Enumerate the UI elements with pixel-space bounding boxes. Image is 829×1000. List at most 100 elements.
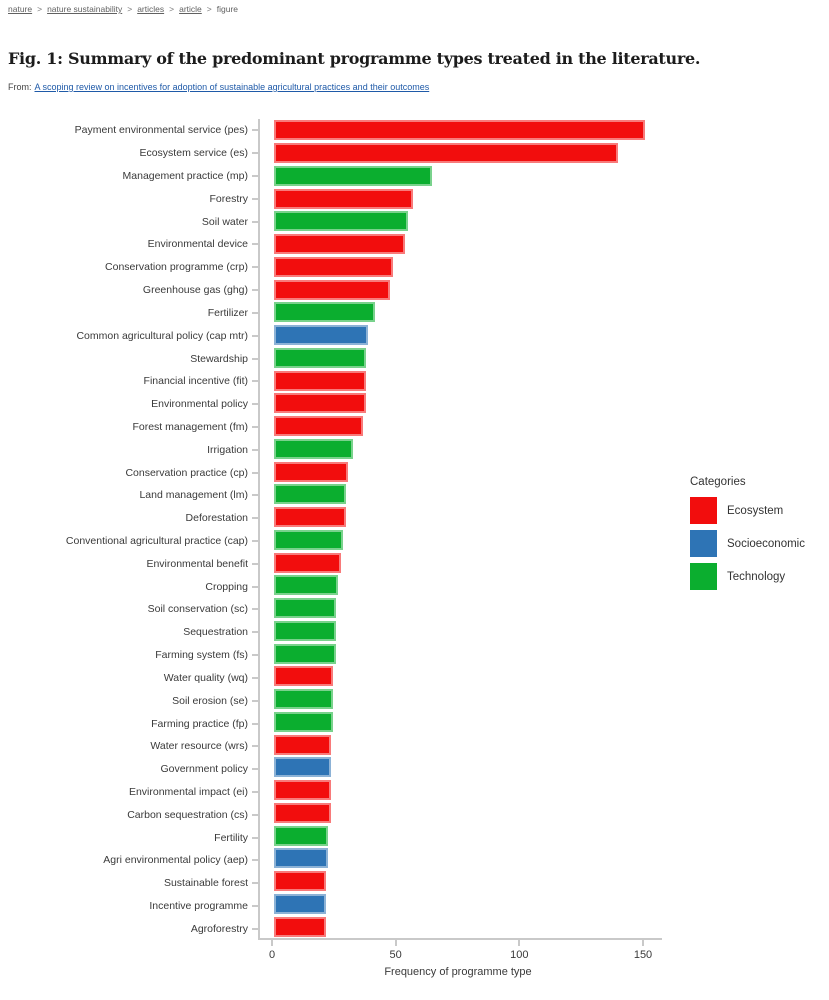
bar-row — [260, 665, 662, 688]
y-axis-label-row: Incentive programme — [0, 895, 258, 918]
breadcrumb-separator: > — [206, 4, 212, 14]
bar-row — [260, 847, 662, 870]
y-axis-tick — [252, 722, 258, 725]
bar-row — [260, 369, 662, 392]
y-axis-label: Carbon sequestration (cs) — [127, 808, 248, 821]
y-axis-label: Forestry — [209, 192, 248, 205]
y-axis-tick — [252, 631, 258, 634]
bar-row — [260, 688, 662, 711]
y-axis-label-row: Conservation practice (cp) — [0, 461, 258, 484]
bar — [274, 438, 354, 459]
y-axis-label: Fertilizer — [207, 306, 248, 319]
y-axis-tick — [252, 334, 258, 337]
breadcrumb-link[interactable]: articles — [137, 4, 165, 14]
y-axis-label-row: Agroforestry — [0, 917, 258, 940]
y-axis-label-row: Forestry — [0, 187, 258, 210]
bar-row — [260, 915, 662, 938]
bar — [274, 484, 346, 505]
bar — [274, 757, 331, 778]
bar — [274, 256, 393, 277]
y-axis-label: Water resource (wrs) — [150, 740, 248, 753]
y-axis-label-row: Environmental impact (ei) — [0, 781, 258, 804]
x-axis-tick — [642, 940, 644, 946]
bar — [274, 552, 341, 573]
figure-source-line: From: A scoping review on incentives for … — [8, 82, 429, 92]
y-axis-label: Stewardship — [190, 352, 248, 365]
y-axis-label: Environmental policy — [151, 398, 248, 411]
bar-row — [260, 642, 662, 665]
y-axis-label: Forest management (fm) — [132, 420, 248, 433]
y-axis-tick — [252, 175, 258, 178]
from-label: From: — [8, 82, 32, 92]
legend-swatch — [690, 563, 717, 590]
bar-row — [260, 415, 662, 438]
bar — [274, 689, 334, 710]
legend-title: Categories — [690, 476, 746, 488]
y-axis-label-row: Stewardship — [0, 347, 258, 370]
x-axis-tick-label: 100 — [510, 949, 529, 961]
y-axis-label: Environmental device — [147, 238, 248, 251]
y-axis-tick — [252, 448, 258, 451]
bar-row — [260, 802, 662, 825]
y-axis-label: Government policy — [160, 763, 248, 776]
breadcrumb-link[interactable]: nature sustainability — [47, 4, 123, 14]
y-axis-label: Sustainable forest — [163, 877, 248, 890]
bar-row — [260, 779, 662, 802]
bar — [274, 188, 413, 209]
bar — [274, 848, 329, 869]
y-axis-label-row: Financial incentive (fit) — [0, 370, 258, 393]
breadcrumb-link[interactable]: nature — [8, 4, 33, 14]
y-axis-tick — [252, 562, 258, 565]
bar — [274, 802, 331, 823]
legend-item: Ecosystem — [690, 497, 805, 524]
bar — [274, 916, 326, 937]
bar-row — [260, 165, 662, 188]
bar-row — [260, 483, 662, 506]
y-axis-tick — [252, 905, 258, 908]
y-axis-label: Cropping — [205, 580, 248, 593]
y-axis-label: Environmental impact (ei) — [128, 785, 248, 798]
bar — [274, 416, 364, 437]
bar-row — [260, 733, 662, 756]
x-axis-title: Frequency of programme type — [384, 966, 532, 978]
y-axis-label-row: Environmental policy — [0, 393, 258, 416]
bar — [274, 347, 366, 368]
bar — [274, 279, 391, 300]
bar — [274, 734, 331, 755]
bar — [274, 620, 336, 641]
y-axis-label-row: Sequestration — [0, 621, 258, 644]
y-axis-tick — [252, 220, 258, 223]
source-article-link[interactable]: A scoping review on incentives for adopt… — [34, 82, 430, 92]
bar-row — [260, 278, 662, 301]
y-axis-label: Financial incentive (fit) — [143, 375, 248, 388]
y-axis-tick — [252, 494, 258, 497]
legend-item: Technology — [690, 563, 805, 590]
y-axis-tick — [252, 745, 258, 748]
bar — [274, 893, 326, 914]
bar-row — [260, 256, 662, 279]
y-axis-label: Conservation programme (crp) — [105, 261, 248, 274]
y-axis-tick — [252, 608, 258, 611]
bar — [274, 780, 331, 801]
x-axis-tick-label: 150 — [633, 949, 653, 961]
bar-row — [260, 870, 662, 893]
y-axis-label: Ecosystem service (es) — [139, 147, 248, 160]
y-axis-label-row: Payment environmental service (pes) — [0, 119, 258, 142]
y-axis-label-row: Soil water — [0, 210, 258, 233]
bar — [274, 211, 408, 232]
y-axis-label: Agri environmental policy (aep) — [103, 854, 248, 867]
y-axis-tick — [252, 813, 258, 816]
bar-row — [260, 506, 662, 529]
y-axis-tick — [252, 129, 258, 132]
y-axis-tick — [252, 654, 258, 657]
y-axis-label-row: Environmental device — [0, 233, 258, 256]
y-axis-label-row: Fertility — [0, 826, 258, 849]
bar — [274, 507, 346, 528]
breadcrumb-link[interactable]: article — [179, 4, 202, 14]
x-axis: 0 50 100 150 — [258, 940, 662, 980]
y-axis-tick — [252, 859, 258, 862]
y-axis-label-row: Fertilizer — [0, 302, 258, 325]
y-axis-label-row: Common agricultural policy (cap mtr) — [0, 324, 258, 347]
y-axis-label-row: Soil conservation (sc) — [0, 598, 258, 621]
bar — [274, 643, 336, 664]
